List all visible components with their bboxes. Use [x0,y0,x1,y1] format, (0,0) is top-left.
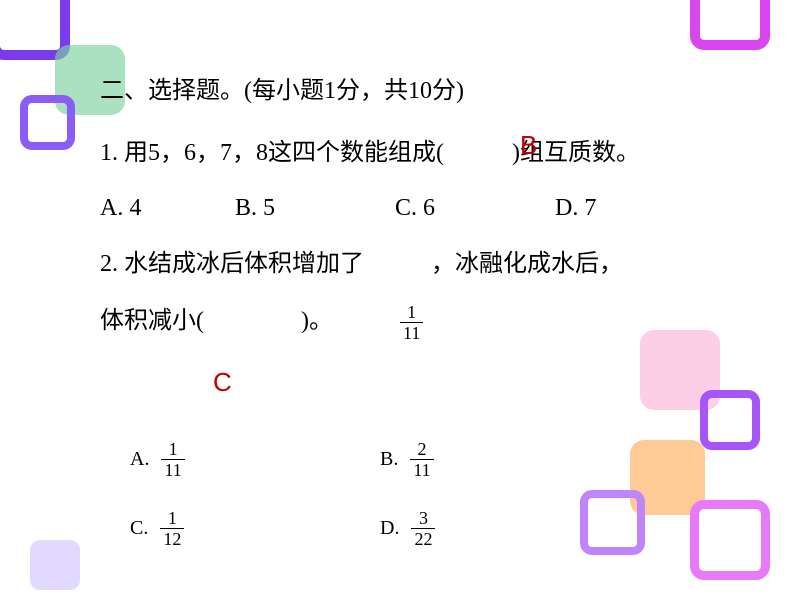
q2-answer-row: C [100,364,750,402]
q2-opt-c: C. 1 12 [130,509,380,548]
frac-num: 1 [161,440,184,460]
q2-opt-b: B. 2 11 [380,440,630,479]
q2-options: A. 1 11 B. 2 11 C. 1 12 D. 3 22 [130,440,630,578]
opt-fraction: 2 11 [410,440,433,479]
page-content: 二、选择题。(每小题1分，共10分) 1. 用5，6，7，8这四个数能组成( B… [100,75,750,424]
opt-label: B. [380,448,398,471]
q2-options-row2: C. 1 12 D. 3 22 [130,509,630,548]
q2-opt-a: A. 1 11 [130,440,380,479]
q1-opt-a: A. 4 [100,192,235,226]
opt-label: D. [380,517,399,540]
frac-num: 3 [411,509,435,529]
q2-given-fraction: 1 11 [400,303,423,342]
q1-opt-d: D. 7 [555,192,596,226]
frac-den: 11 [400,323,423,342]
opt-fraction: 1 11 [161,440,184,479]
q2-text-3: 体积减小( [100,308,204,334]
q1-opt-c: C. 6 [395,192,555,226]
q2-opt-d: D. 3 22 [380,509,630,548]
opt-label: C. [130,517,148,540]
q1-opt-b: B. 5 [235,192,395,226]
q1-options: A. 4 B. 5 C. 6 D. 7 [100,192,750,226]
q2-stem-line1: 2. 水结成冰后体积增加了 ，冰融化成水后， [100,248,750,282]
q2-stem-line2: 体积减小( )。 1 11 [100,303,750,342]
frac-num: 1 [160,509,184,529]
frac-den: 11 [410,460,433,479]
frac-num: 2 [410,440,433,460]
q2-text-4: )。 [301,308,333,334]
frac-den: 12 [160,529,184,548]
frac-den: 11 [161,460,184,479]
q1-text-front: 1. 用5，6，7，8这四个数能组成( [100,140,444,166]
opt-fraction: 1 12 [160,509,184,548]
frac-den: 22 [411,529,435,548]
q1-stem: 1. 用5，6，7，8这四个数能组成( B )组互质数。 [100,137,750,171]
q2-answer: C [213,367,232,397]
section-heading: 二、选择题。(每小题1分，共10分) [100,75,750,109]
opt-label: A. [130,448,149,471]
q1-answer: B [520,127,537,163]
q2-text-1: 2. 水结成冰后体积增加了 [100,251,364,277]
opt-fraction: 3 22 [411,509,435,548]
q2-text-2: ，冰融化成水后， [431,251,623,277]
frac-num: 1 [400,303,423,323]
q2-options-row1: A. 1 11 B. 2 11 [130,440,630,479]
